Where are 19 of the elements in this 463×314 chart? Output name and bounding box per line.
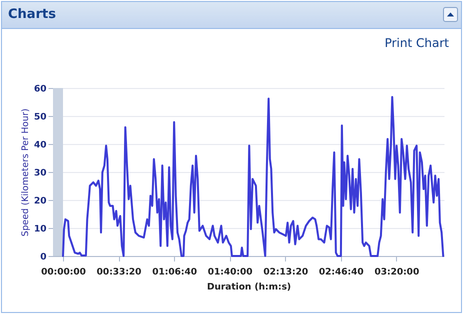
y-tick-label: 20: [34, 196, 46, 206]
y-tick-label: 10: [34, 224, 46, 234]
line-series: [62, 96, 444, 257]
y-tick-label: 30: [34, 168, 46, 178]
x-axis-title: Duration (h:m:s): [206, 282, 292, 292]
y-tick-label: 50: [34, 112, 46, 122]
x-tick-label: 01:40:00: [208, 268, 253, 278]
y-axis-title: Speed (Kilometers Per Hour): [20, 108, 31, 237]
x-tick-label: 02:13:20: [263, 268, 308, 278]
x-tick-label: 00:33:20: [96, 268, 142, 278]
x-tick-label: 03:20:00: [374, 268, 420, 278]
y-tick-label: 0: [40, 252, 46, 262]
y-tick-label: 40: [34, 140, 46, 150]
x-tick-label: 02:46:40: [318, 268, 364, 278]
text: Print Chart: [384, 36, 449, 50]
x-tick-label: 01:06:40: [152, 268, 197, 278]
y-tick-label: 60: [34, 84, 46, 94]
chart-title: Charts: [8, 7, 56, 22]
x-tick-label: 00:00:00: [41, 268, 86, 278]
